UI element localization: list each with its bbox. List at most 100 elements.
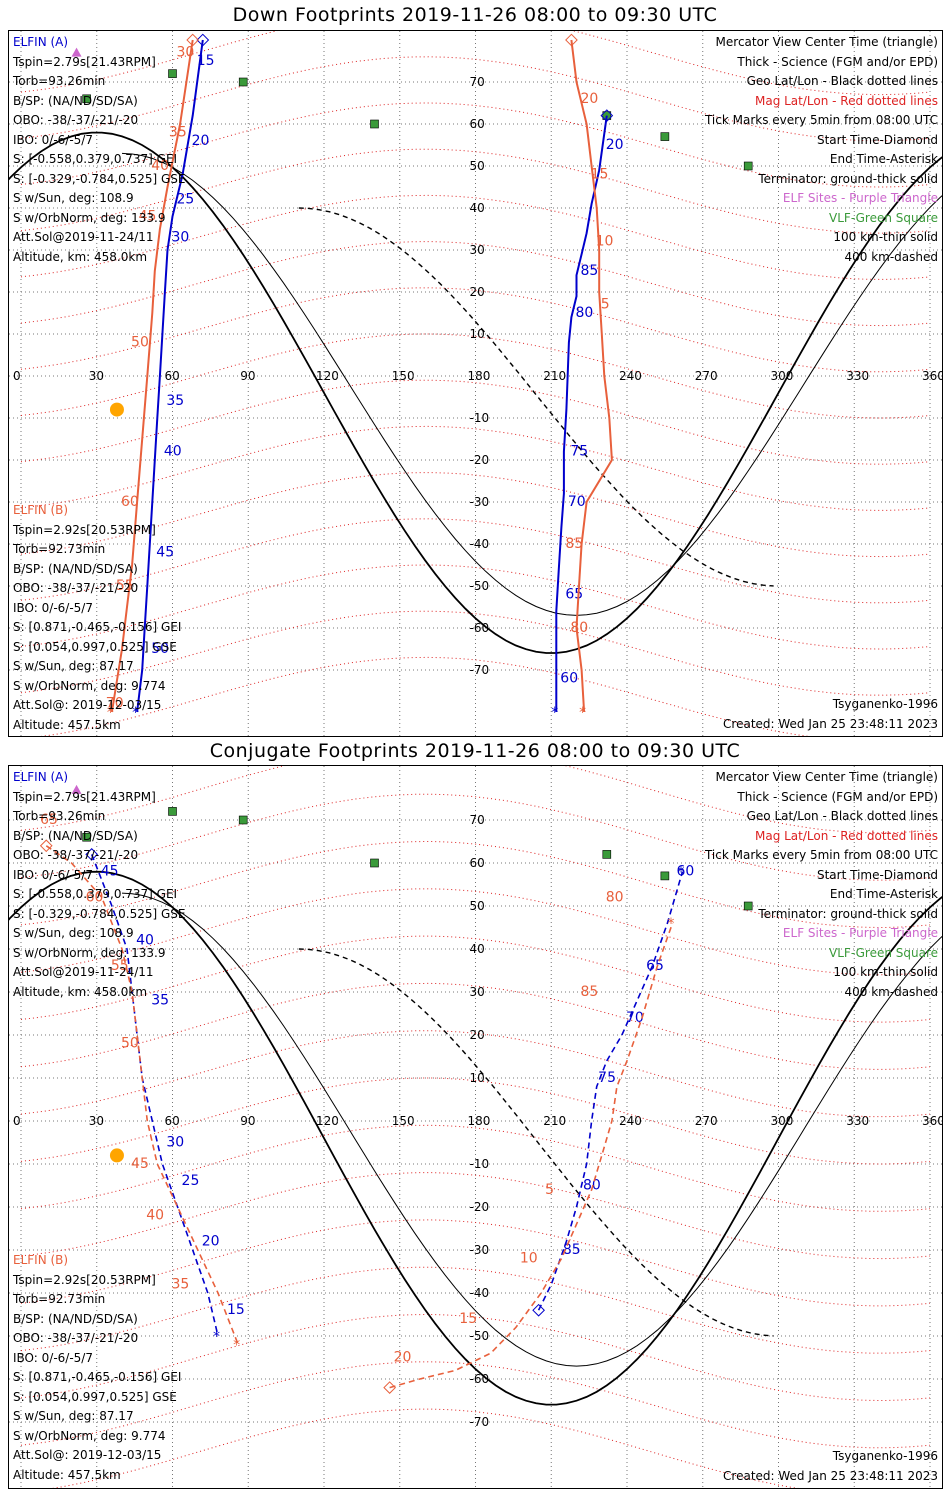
- elfin-b-obo: OBO: -38/-37/-21/-20: [13, 581, 139, 595]
- legend-mag: Mag Lat/Lon - Red dotted lines: [754, 828, 938, 843]
- y-tick-label: -70: [470, 1415, 490, 1429]
- mag-lat-gridline: [20, 1361, 931, 1449]
- mag-lat-gridline: [20, 1030, 931, 1118]
- x-tick-label: 150: [392, 1114, 415, 1128]
- y-tick-label: 40: [470, 201, 485, 215]
- mag-lat-gridline: [20, 840, 931, 929]
- vlf-site-square: [168, 69, 177, 78]
- legend-100km: 100 km-thin solid: [833, 230, 938, 244]
- legend: Mercator View Center Time (triangle) Thi…: [705, 33, 938, 267]
- y-tick-label: 30: [470, 243, 485, 257]
- vlf-site-square: [238, 77, 248, 87]
- x-tick-label: 180: [468, 1114, 491, 1128]
- elfin-b-bsp: B/SP: (NA/ND/SD/SA): [13, 1311, 138, 1326]
- y-tick-label: 30: [470, 985, 485, 999]
- orbit-tick-label: 45: [131, 1156, 149, 1172]
- orbit-tick-label: 15: [459, 1311, 477, 1327]
- vlf-site-square: [238, 815, 248, 825]
- orbit-tick-label: 40: [146, 1208, 164, 1224]
- elfin-a-bsp: B/SP: (NA/ND/SD/SA): [13, 828, 138, 843]
- orbit-tick-label: 55: [111, 958, 129, 974]
- elfin-b-obo: OBO: -38/-37/-21/-20: [13, 1331, 139, 1345]
- elfin-b-name: ELFIN (B): [13, 503, 69, 517]
- elfin-b-alt: Altitude: 457.5km: [13, 717, 121, 732]
- orbit-tick-label: 50: [131, 334, 149, 350]
- elfin-b-bsp: B/SP: (NA/ND/SD/SA): [13, 561, 138, 576]
- start-time-diamond: [565, 33, 578, 47]
- elfin-b-sun: S w/Sun, deg: 87.17: [13, 659, 134, 673]
- elfin-b-s-gei: S: [0.871,-0.465,-0.156] GEI: [13, 620, 182, 634]
- orbit-tick-label: 60: [86, 889, 104, 905]
- orbit-tick-label: 5: [545, 1182, 554, 1198]
- orbit-tick-label: 45: [101, 864, 119, 880]
- vlf-site-square: [370, 858, 379, 868]
- down-footprints-map: 0306090120150180210240270300330360706050…: [9, 31, 942, 736]
- vlf-site-square: [82, 832, 91, 842]
- elfin-a-obo: OBO: -38/-37/-21/-20: [13, 113, 139, 127]
- elfin-a-s-gse: S: [-0.329,-0.784,0.525] GSE: [13, 171, 186, 186]
- legend-view: Mercator View Center Time (triangle): [715, 35, 938, 49]
- end-time-asterisk: *: [551, 705, 558, 721]
- legend-end: End Time-Asterisk: [829, 887, 938, 901]
- sun-icon: [109, 402, 124, 417]
- legend-vlf: VLF-Green Square: [829, 210, 938, 225]
- elfin-b-orbnorm: S w/OrbNorm, deg: 9.774: [13, 678, 166, 693]
- elfin-b-s-gse: S: [0.054,0.997,0.525] GSE: [13, 1389, 177, 1404]
- legend-start: Start Time-Diamond: [816, 867, 938, 882]
- orbit-track-line: [389, 922, 674, 1389]
- orbit-tick-label: 80: [606, 889, 624, 905]
- elfin-b-sun: S w/Sun, deg: 87.17: [13, 1409, 134, 1423]
- footer-conj: Tsyganenko-1996 Created: Wed Jan 25 23:4…: [723, 1447, 938, 1486]
- x-tick-label: 90: [240, 369, 255, 383]
- start-time-diamond: [186, 33, 200, 47]
- elfin-a-s-gse: S: [-0.329,-0.784,0.525] GSE: [13, 906, 186, 921]
- x-tick-label: 270: [695, 1114, 718, 1128]
- x-tick-label: 360: [922, 1114, 942, 1128]
- y-tick-label: 50: [470, 899, 485, 913]
- legend-elf: ELF Sites - Purple Triangle: [782, 926, 938, 940]
- legend-terminator: Terminator: ground-thick solid: [758, 906, 938, 921]
- orbit-tick-label: 35: [166, 393, 184, 409]
- y-tick-label: -30: [470, 495, 490, 509]
- y-tick-label: -10: [470, 1157, 490, 1171]
- orbit-tick-label: 70: [626, 1010, 644, 1026]
- orbit-tick-label: 5: [601, 297, 610, 313]
- orbit-tick-label: 85: [563, 1242, 581, 1258]
- vlf-site-square: [82, 94, 91, 104]
- elfin-a-ibo: IBO: 0/-6/-5/7: [13, 867, 93, 882]
- y-tick-label: 60: [470, 117, 485, 131]
- elfin-b-torb: Torb=92.73min: [13, 542, 106, 556]
- elfin-b-torb: Torb=92.73min: [13, 1292, 106, 1306]
- end-time-asterisk: *: [132, 705, 139, 721]
- y-tick-label: -20: [470, 1200, 490, 1214]
- legend-mag: Mag Lat/Lon - Red dotted lines: [754, 93, 938, 108]
- x-tick-label: 240: [619, 1114, 642, 1128]
- orbit-tick-label: 10: [596, 234, 614, 250]
- orbit-tick-label: 80: [575, 305, 593, 321]
- vlf-site-square: [370, 119, 379, 129]
- mag-lat-gridline: [20, 1124, 931, 1212]
- elfin-b-info-conj: ELFIN (B) Tspin=2.92s[20.53RPM] Torb=92.…: [13, 1251, 181, 1485]
- orbit-track-line: [570, 39, 613, 713]
- orbit-tick-label: 60: [560, 670, 578, 686]
- orbit-tick-label: 20: [202, 1233, 220, 1249]
- elfin-b-ibo: IBO: 0/-6/-5/7: [13, 1350, 93, 1365]
- mag-lat-gridline: [51, 1408, 799, 1488]
- legend-vlf: VLF-Green Square: [829, 945, 938, 960]
- orbit-tick-label: 10: [520, 1251, 538, 1267]
- end-time-asterisk: *: [667, 916, 674, 932]
- x-tick-label: 360: [922, 369, 942, 383]
- elfin-b-attsol: Att.Sol@: 2019-12-03/15: [13, 1448, 162, 1462]
- elfin-a-orbnorm: S w/OrbNorm, deg: 133.9: [13, 945, 166, 960]
- orbit-tick-label: 15: [227, 1302, 245, 1318]
- y-tick-label: 20: [470, 285, 485, 299]
- y-tick-label: 20: [470, 1028, 485, 1042]
- legend-terminator: Terminator: ground-thick solid: [758, 171, 938, 186]
- x-tick-label: 90: [240, 1114, 255, 1128]
- legend-geo: Geo Lat/Lon - Black dotted lines: [746, 809, 938, 823]
- orbit-tick-label: 85: [581, 263, 599, 279]
- end-time-asterisk: *: [233, 1338, 240, 1354]
- mag-lat-gridline: [20, 935, 931, 1023]
- legend-view: Mercator View Center Time (triangle): [715, 770, 938, 784]
- start-time-diamond: [383, 1381, 397, 1394]
